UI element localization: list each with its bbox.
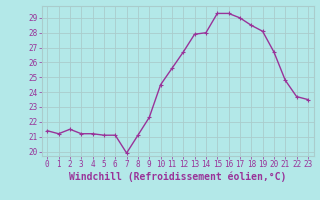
X-axis label: Windchill (Refroidissement éolien,°C): Windchill (Refroidissement éolien,°C)	[69, 172, 286, 182]
